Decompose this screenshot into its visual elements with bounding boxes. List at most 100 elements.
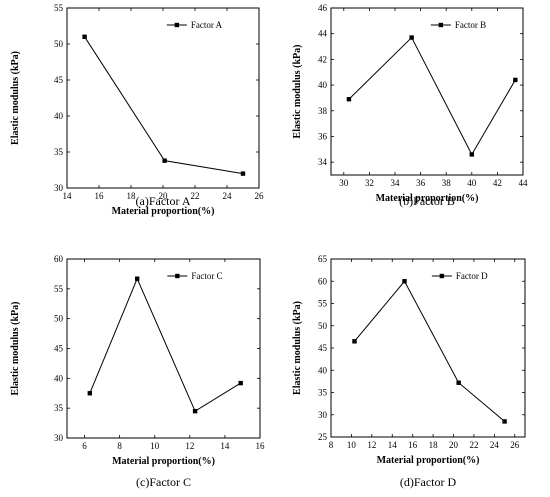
y-tick-label: 40 [318, 365, 328, 375]
y-tick-label: 40 [54, 111, 64, 121]
legend-label: Factor A [191, 20, 223, 30]
x-axis-label: Material proportion(%) [377, 455, 480, 466]
x-tick-label: 6 [82, 441, 87, 451]
x-tick-label: 14 [220, 441, 230, 451]
chart-panel-1: 14 16 18 20 22 24 26 30 35 40 45 50 55 Material propo… [10, 3, 264, 217]
x-tick-label: 12 [367, 440, 376, 450]
y-tick-label: 30 [54, 183, 64, 193]
y-tick-label: 30 [318, 410, 328, 420]
x-tick-label: 26 [255, 191, 265, 201]
x-tick-label: 20 [159, 191, 169, 201]
panel-caption: (d)Factor D [400, 475, 457, 489]
data-point [87, 391, 93, 396]
x-tick-label: 8 [117, 441, 122, 451]
data-point [240, 171, 246, 176]
x-tick-label: 38 [442, 178, 452, 188]
x-tick-label: 24 [223, 191, 233, 201]
data-point [82, 34, 87, 39]
y-tick-label: 40 [318, 80, 328, 90]
legend-label: Factor B [455, 20, 486, 30]
y-tick-label: 50 [54, 39, 64, 49]
y-tick-label: 25 [318, 432, 328, 442]
y-tick-label: 38 [318, 106, 328, 116]
x-tick-label: 14 [63, 191, 73, 201]
legend-label: Factor C [191, 271, 222, 281]
y-tick-label: 44 [318, 29, 328, 39]
y-tick-label: 35 [318, 388, 328, 398]
x-tick-label: 26 [510, 440, 520, 450]
y-tick-label: 30 [54, 433, 64, 443]
series-line [84, 36, 244, 175]
data-point [469, 152, 474, 157]
y-tick-label: 45 [318, 343, 328, 353]
chart-panel-4: 8 10 12 14 16 18 20 22 24 26 25 30 35 40 45 50 55 60 65 Mat… [292, 254, 526, 489]
y-tick-label: 45 [54, 344, 64, 354]
series-line [89, 277, 241, 412]
x-tick-label: 32 [365, 178, 374, 188]
plot-frame [330, 7, 524, 176]
y-axis-label: Elastic modulus (kPa) [10, 51, 21, 145]
x-tick-label: 20 [449, 440, 459, 450]
y-tick-label: 40 [54, 373, 64, 383]
data-point [456, 380, 461, 385]
data-point [346, 97, 352, 102]
y-axis-label: Elastic modulus (kPa) [10, 302, 21, 396]
x-tick-label: 10 [150, 441, 160, 451]
x-tick-label: 10 [347, 440, 357, 450]
data-point [513, 77, 518, 83]
legend-label: Factor D [456, 271, 488, 281]
y-tick-label: 35 [54, 147, 64, 157]
legend-marker [175, 273, 180, 279]
x-tick-label: 8 [329, 440, 334, 450]
y-tick-label: 55 [54, 284, 64, 294]
y-tick-label: 36 [318, 131, 328, 141]
y-tick-label: 46 [318, 3, 328, 13]
x-axis-label: Material proportion(%) [112, 456, 215, 467]
data-point [352, 339, 357, 344]
y-tick-label: 50 [54, 314, 64, 324]
y-tick-label: 35 [54, 403, 64, 413]
panel-caption: (a)Factor A [136, 194, 191, 208]
x-tick-label: 16 [95, 191, 105, 201]
x-tick-label: 30 [339, 178, 349, 188]
series-line [348, 36, 516, 156]
x-tick-label: 18 [127, 191, 137, 201]
x-tick-label: 24 [490, 440, 500, 450]
y-tick-label: 60 [318, 276, 328, 286]
chart-panel-2: 30 32 34 36 38 40 42 44 34 36 38 40 42 44 46 Material p… [292, 3, 528, 208]
data-point [409, 35, 414, 40]
x-tick-label: 16 [408, 440, 418, 450]
x-tick-label: 16 [256, 441, 266, 451]
y-axis-label: Elastic modulus (kPa) [292, 45, 303, 139]
panel-caption: (c)Factor C [136, 475, 191, 489]
legend-marker [174, 22, 180, 28]
legend-marker [438, 22, 444, 28]
y-tick-label: 42 [318, 54, 327, 64]
y-tick-label: 45 [54, 75, 64, 85]
y-tick-label: 65 [318, 254, 328, 264]
y-tick-label: 60 [54, 254, 64, 264]
panel-caption: (b)Factor B [399, 194, 455, 208]
plot-frame [66, 258, 261, 439]
x-tick-label: 36 [416, 178, 426, 188]
data-point [502, 419, 507, 424]
y-tick-label: 55 [54, 3, 64, 13]
x-tick-label: 22 [191, 191, 200, 201]
x-tick-label: 40 [467, 178, 477, 188]
data-point [402, 279, 407, 284]
x-axis-label: Material proportion(%) [376, 193, 479, 204]
data-point [192, 408, 198, 414]
x-tick-label: 22 [469, 440, 478, 450]
legend-marker [439, 273, 445, 279]
x-tick-label: 34 [391, 178, 401, 188]
y-axis-label: Elastic modulus (kPa) [292, 301, 303, 395]
x-tick-label: 14 [388, 440, 398, 450]
x-tick-label: 44 [519, 178, 529, 188]
x-tick-label: 42 [493, 178, 502, 188]
data-point [238, 380, 243, 386]
series-line [354, 280, 505, 422]
x-axis-label: Material proportion(%) [112, 206, 215, 217]
y-tick-label: 34 [318, 157, 328, 167]
plot-frame [330, 258, 526, 438]
